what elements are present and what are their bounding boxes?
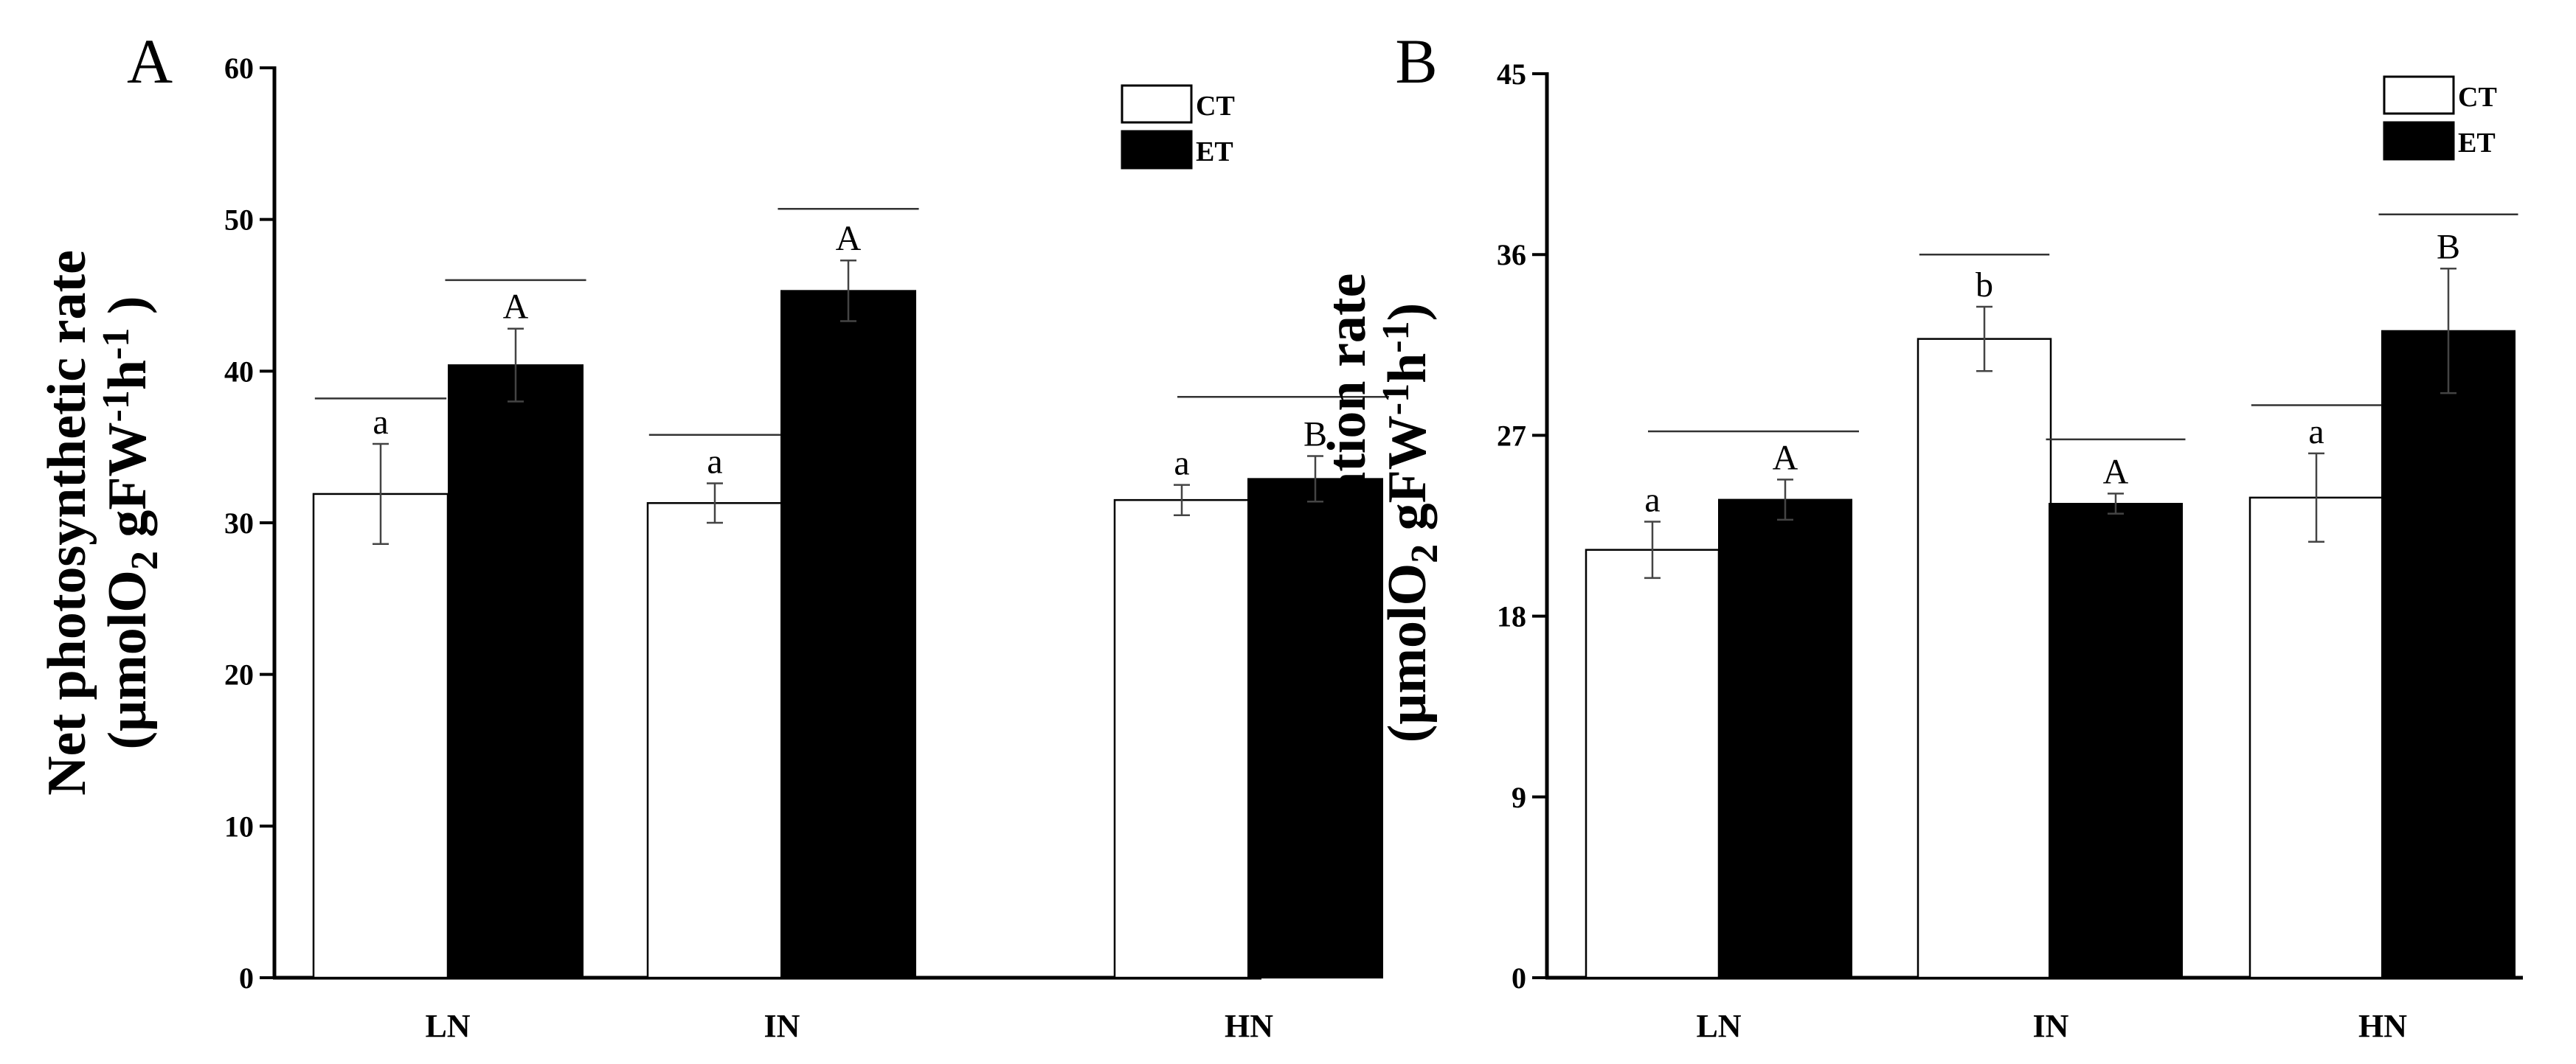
unit-part: 2 [124,551,166,570]
unit-part: 2 [1404,544,1446,563]
significance-letter: A [2103,452,2129,491]
y-tick-label: 50 [224,204,254,237]
legend-label: ET [2458,128,2496,159]
y-axis-label-line1: Net photosynthetic rate [37,250,97,796]
unit-part: (μmolO [97,570,158,749]
bar-et [448,364,584,978]
y-tick-label: 45 [1497,58,1526,91]
y-axis-label-line1: Dark respiration rate [1317,274,1377,773]
legend: CT ET [2383,75,2502,165]
y-tick-label: 0 [1512,962,1526,995]
x-category-label: IN [764,1008,800,1044]
legend-label: ET [1196,136,1233,167]
y-tick-label: 10 [224,810,254,843]
unit-part: h [1377,353,1438,383]
significance-letter: A [836,219,862,258]
significance-letter: a [1174,444,1189,483]
y-tick-label: 20 [224,658,254,692]
unit-part: -1 [1375,383,1417,415]
legend-label: CT [2458,82,2497,113]
legend-label: CT [1196,91,1235,122]
legend-swatch-ct [1121,84,1193,124]
bar-et [2049,503,2183,978]
y-tick-label: 30 [224,507,254,540]
significance-letter: A [1773,438,1798,477]
unit-part: ) [97,296,158,327]
unit-part: -1 [95,390,137,422]
legend-swatch-et [2383,121,2455,161]
y-tick-label: 9 [1512,781,1526,814]
y-axis-label-units: (μmolO2 gFW-1h-1) [1375,303,1446,743]
unit-part: (μmolO [1377,563,1438,743]
significance-letter: a [2308,412,2324,451]
unit-part: ) [1377,303,1438,321]
panel-letter: B [1395,26,1437,97]
y-tick-label: 18 [1497,600,1526,633]
x-category-label: IN [2033,1008,2069,1044]
unit-part: gFW [97,422,158,551]
legend-swatch-et [1121,130,1193,170]
x-category-label: LN [425,1008,470,1044]
significance-letter: b [1976,265,1993,305]
bar-et [1247,478,1383,978]
x-category-label: HN [2358,1008,2407,1044]
bar-ct [2248,496,2384,979]
bar-ct [1917,338,2052,979]
bar-ct [646,502,783,979]
unit-part: -1 [1375,321,1417,352]
y-axis-label-units: (μmolO2 gFW-1h-1 ) [95,296,166,749]
bar-ct [1585,549,1720,979]
unit-part: -1 [95,328,137,360]
bar-ct [1113,498,1250,979]
significance-letter: A [503,288,529,327]
bar-et [2381,330,2516,978]
unit-part: gFW [1377,415,1438,544]
y-tick-label: 27 [1497,419,1526,452]
y-tick-label: 0 [239,962,254,995]
y-tick-label: 40 [224,355,254,388]
x-category-label: HN [1225,1008,1273,1044]
y-tick-label: 60 [224,52,254,85]
y-axis-label: Dark respiration rate (μmolO2 gFW-1h-1) [1317,274,1446,773]
unit-part: h [97,360,158,390]
bar-ct [312,493,449,979]
legend-swatch-ct [2383,75,2455,115]
y-tick-label: 36 [1497,238,1526,271]
significance-letter: a [373,403,388,442]
significance-letter: a [707,442,722,481]
significance-letter: a [1644,481,1660,520]
panel-letter: A [127,26,173,97]
legend: CT ET [1121,84,1241,174]
significance-letter: B [2437,227,2460,266]
y-axis-label: Net photosynthetic rate (μmolO2 gFW-1h-1 … [37,250,166,796]
x-category-label: LN [1696,1008,1741,1044]
bar-et [1718,498,1852,978]
significance-letter: B [1303,415,1327,454]
bar-et [780,290,916,978]
